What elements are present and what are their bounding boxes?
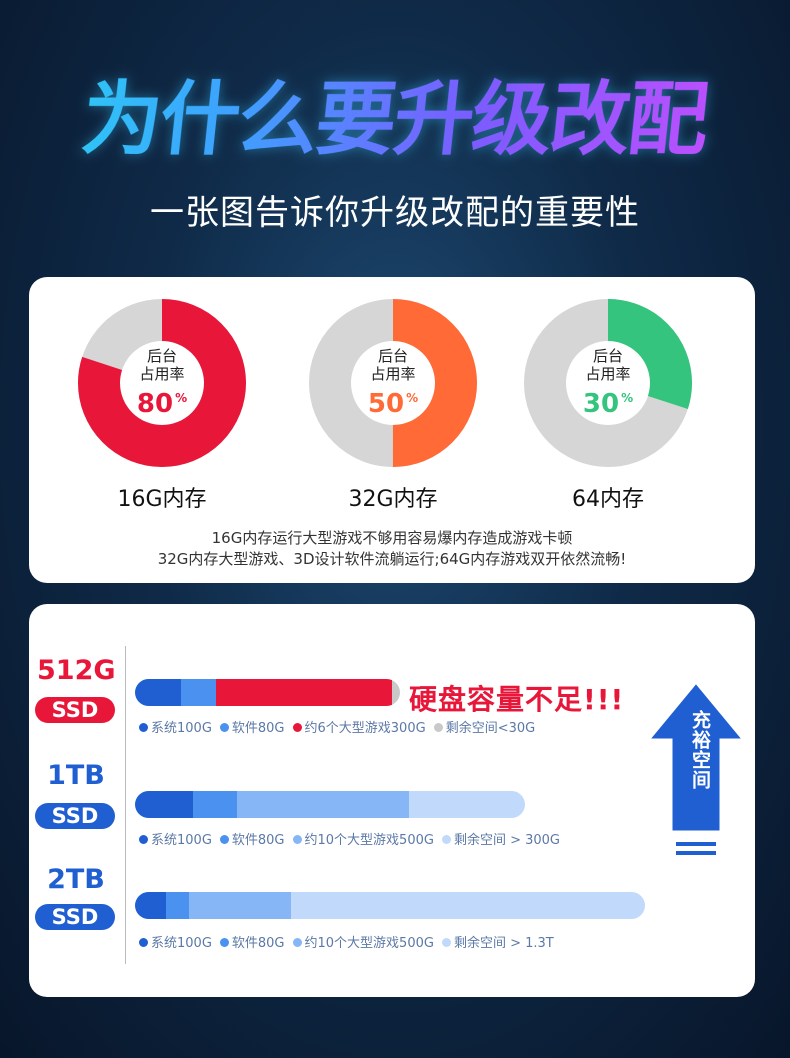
legend-dot-icon — [433, 723, 443, 732]
bar-segment — [165, 892, 189, 919]
donut-chart-32g — [309, 299, 477, 467]
bar-segment — [409, 791, 525, 818]
ram-donut-32g: 后台 占用率 50% — [309, 299, 477, 467]
legend-dot-icon — [292, 723, 302, 732]
ram-label-32g: 32G内存 — [348, 487, 438, 512]
ram-label-16g: 16G内存 — [117, 487, 207, 512]
bar-segment — [181, 679, 217, 706]
capacity-label-512g: 512G — [37, 655, 116, 686]
legend-dot-icon — [139, 938, 148, 947]
legend-text: 剩余空间 > 1.3T — [453, 936, 554, 951]
legend-item: 系统100G — [139, 932, 212, 951]
legend-text: 剩余空间<30G — [445, 721, 536, 736]
legend-text: 软件80G — [231, 721, 285, 736]
ram-usage-card: 后台 占用率 80% 16G内存 后台 占用率 50% 32G内存 后台 占用率… — [29, 277, 755, 583]
ram-donut-64g: 后台 占用率 30% — [524, 299, 692, 467]
ample-space-arrow: 充裕空间 — [641, 679, 751, 862]
bar-segment — [193, 791, 237, 818]
ssd-badge-1tb: SSD — [35, 803, 115, 829]
usage-percent: 80% — [137, 383, 187, 419]
bar-segment — [135, 892, 166, 919]
legend-text: 约10个大型游戏500G — [304, 936, 434, 951]
donut-center-label-line2: 占用率 — [370, 365, 416, 383]
bar-segment — [135, 679, 182, 706]
ram-donut-16g: 后台 占用率 80% — [78, 299, 246, 467]
storage-legend-2tb: 系统100G 软件80G 约10个大型游戏500G 剩余空间 > 1.3T — [139, 932, 562, 951]
donut-center-label-line1: 后台 — [146, 347, 177, 365]
storage-bar-1tb — [135, 791, 525, 818]
legend-item: 约6个大型游戏300G — [292, 717, 426, 736]
percent-sign: % — [621, 391, 634, 405]
ram-note-line1: 16G内存运行大型游戏不够用容易爆内存造成游戏卡顿 — [211, 529, 573, 547]
bar-segment — [135, 791, 193, 818]
capacity-warning: 硬盘容量不足!!! — [409, 683, 625, 716]
donut-chart-64g — [524, 299, 692, 467]
donut-usage-arc — [309, 299, 477, 467]
usage-percent-value: 80 — [136, 389, 174, 419]
donut-center-label-line2: 占用率 — [139, 365, 185, 383]
percent-sign: % — [406, 391, 419, 405]
legend-dot-icon — [219, 835, 229, 844]
storage-legend-1tb: 系统100G 软件80G 约10个大型游戏500G 剩余空间 > 300G — [139, 829, 568, 848]
legend-dot-icon — [139, 723, 148, 732]
donut-chart-16g — [78, 299, 246, 467]
storage-bar-2tb — [135, 892, 645, 919]
legend-item: 软件80G — [219, 932, 285, 951]
legend-dot-icon — [292, 938, 302, 947]
hero-title: 为什么要升级改配 — [0, 55, 790, 171]
legend-item: 软件80G — [219, 829, 285, 848]
legend-dot-icon — [219, 723, 229, 732]
usage-percent: 30% — [583, 383, 633, 419]
ssd-capacity-card: 512G SSD 硬盘容量不足!!! 系统100G 软件80G 约6个大型游戏300… — [29, 604, 755, 997]
legend-dot-icon — [139, 835, 148, 844]
page-subtitle: 一张图告诉你升级改配的重要性 — [150, 193, 640, 233]
legend-item: 软件80G — [219, 717, 285, 736]
capacity-label-2tb: 2TB — [47, 864, 105, 895]
legend-dot-icon — [441, 835, 451, 844]
ram-note-line2: 32G内存大型游戏、3D设计软件流躺运行;64G内存游戏双开依然流畅! — [157, 550, 627, 568]
legend-item: 剩余空间 > 300G — [441, 829, 560, 848]
storage-legend-512g: 系统100G 软件80G 约6个大型游戏300G 剩余空间<30G — [139, 717, 543, 736]
donut-center-label-line2: 占用率 — [585, 365, 631, 383]
donut-center-label-line1: 后台 — [377, 347, 408, 365]
usage-percent-value: 30 — [582, 389, 620, 419]
legend-item: 剩余空间 > 1.3T — [441, 932, 554, 951]
legend-dot-icon — [292, 835, 302, 844]
legend-text: 软件80G — [231, 936, 285, 951]
donut-usage-arc — [524, 299, 692, 467]
bar-segment — [290, 892, 645, 919]
legend-text: 约10个大型游戏500G — [304, 833, 434, 848]
up-arrow-icon — [644, 679, 748, 855]
legend-text: 约6个大型游戏300G — [304, 721, 426, 736]
percent-sign: % — [175, 391, 188, 405]
legend-dot-icon — [441, 938, 451, 947]
ssd-badge-512g: SSD — [35, 697, 115, 723]
usage-percent: 50% — [368, 383, 418, 419]
ample-space-label: 充裕空间 — [689, 710, 711, 790]
legend-text: 系统100G — [151, 833, 212, 848]
legend-text: 剩余空间 > 300G — [453, 833, 560, 848]
legend-dot-icon — [219, 938, 229, 947]
bar-segment — [237, 791, 409, 818]
legend-text: 软件80G — [231, 833, 285, 848]
legend-item: 约10个大型游戏500G — [292, 829, 434, 848]
bar-segment — [216, 679, 392, 706]
capacity-label-1tb: 1TB — [47, 760, 105, 791]
usage-percent-value: 50 — [367, 389, 405, 419]
bar-segment — [391, 679, 400, 706]
bar-segment — [188, 892, 291, 919]
legend-text: 系统100G — [151, 936, 212, 951]
donut-center-label-line1: 后台 — [592, 347, 623, 365]
ssd-badge-2tb: SSD — [35, 904, 115, 930]
vertical-divider — [125, 646, 126, 964]
ram-label-64g: 64内存 — [572, 487, 644, 512]
storage-bar-512g — [135, 679, 400, 706]
legend-item: 系统100G — [139, 829, 212, 848]
legend-item: 系统100G — [139, 717, 212, 736]
legend-item: 约10个大型游戏500G — [292, 932, 434, 951]
legend-item: 剩余空间<30G — [433, 717, 536, 736]
legend-text: 系统100G — [151, 721, 212, 736]
donut-usage-arc — [78, 299, 246, 467]
